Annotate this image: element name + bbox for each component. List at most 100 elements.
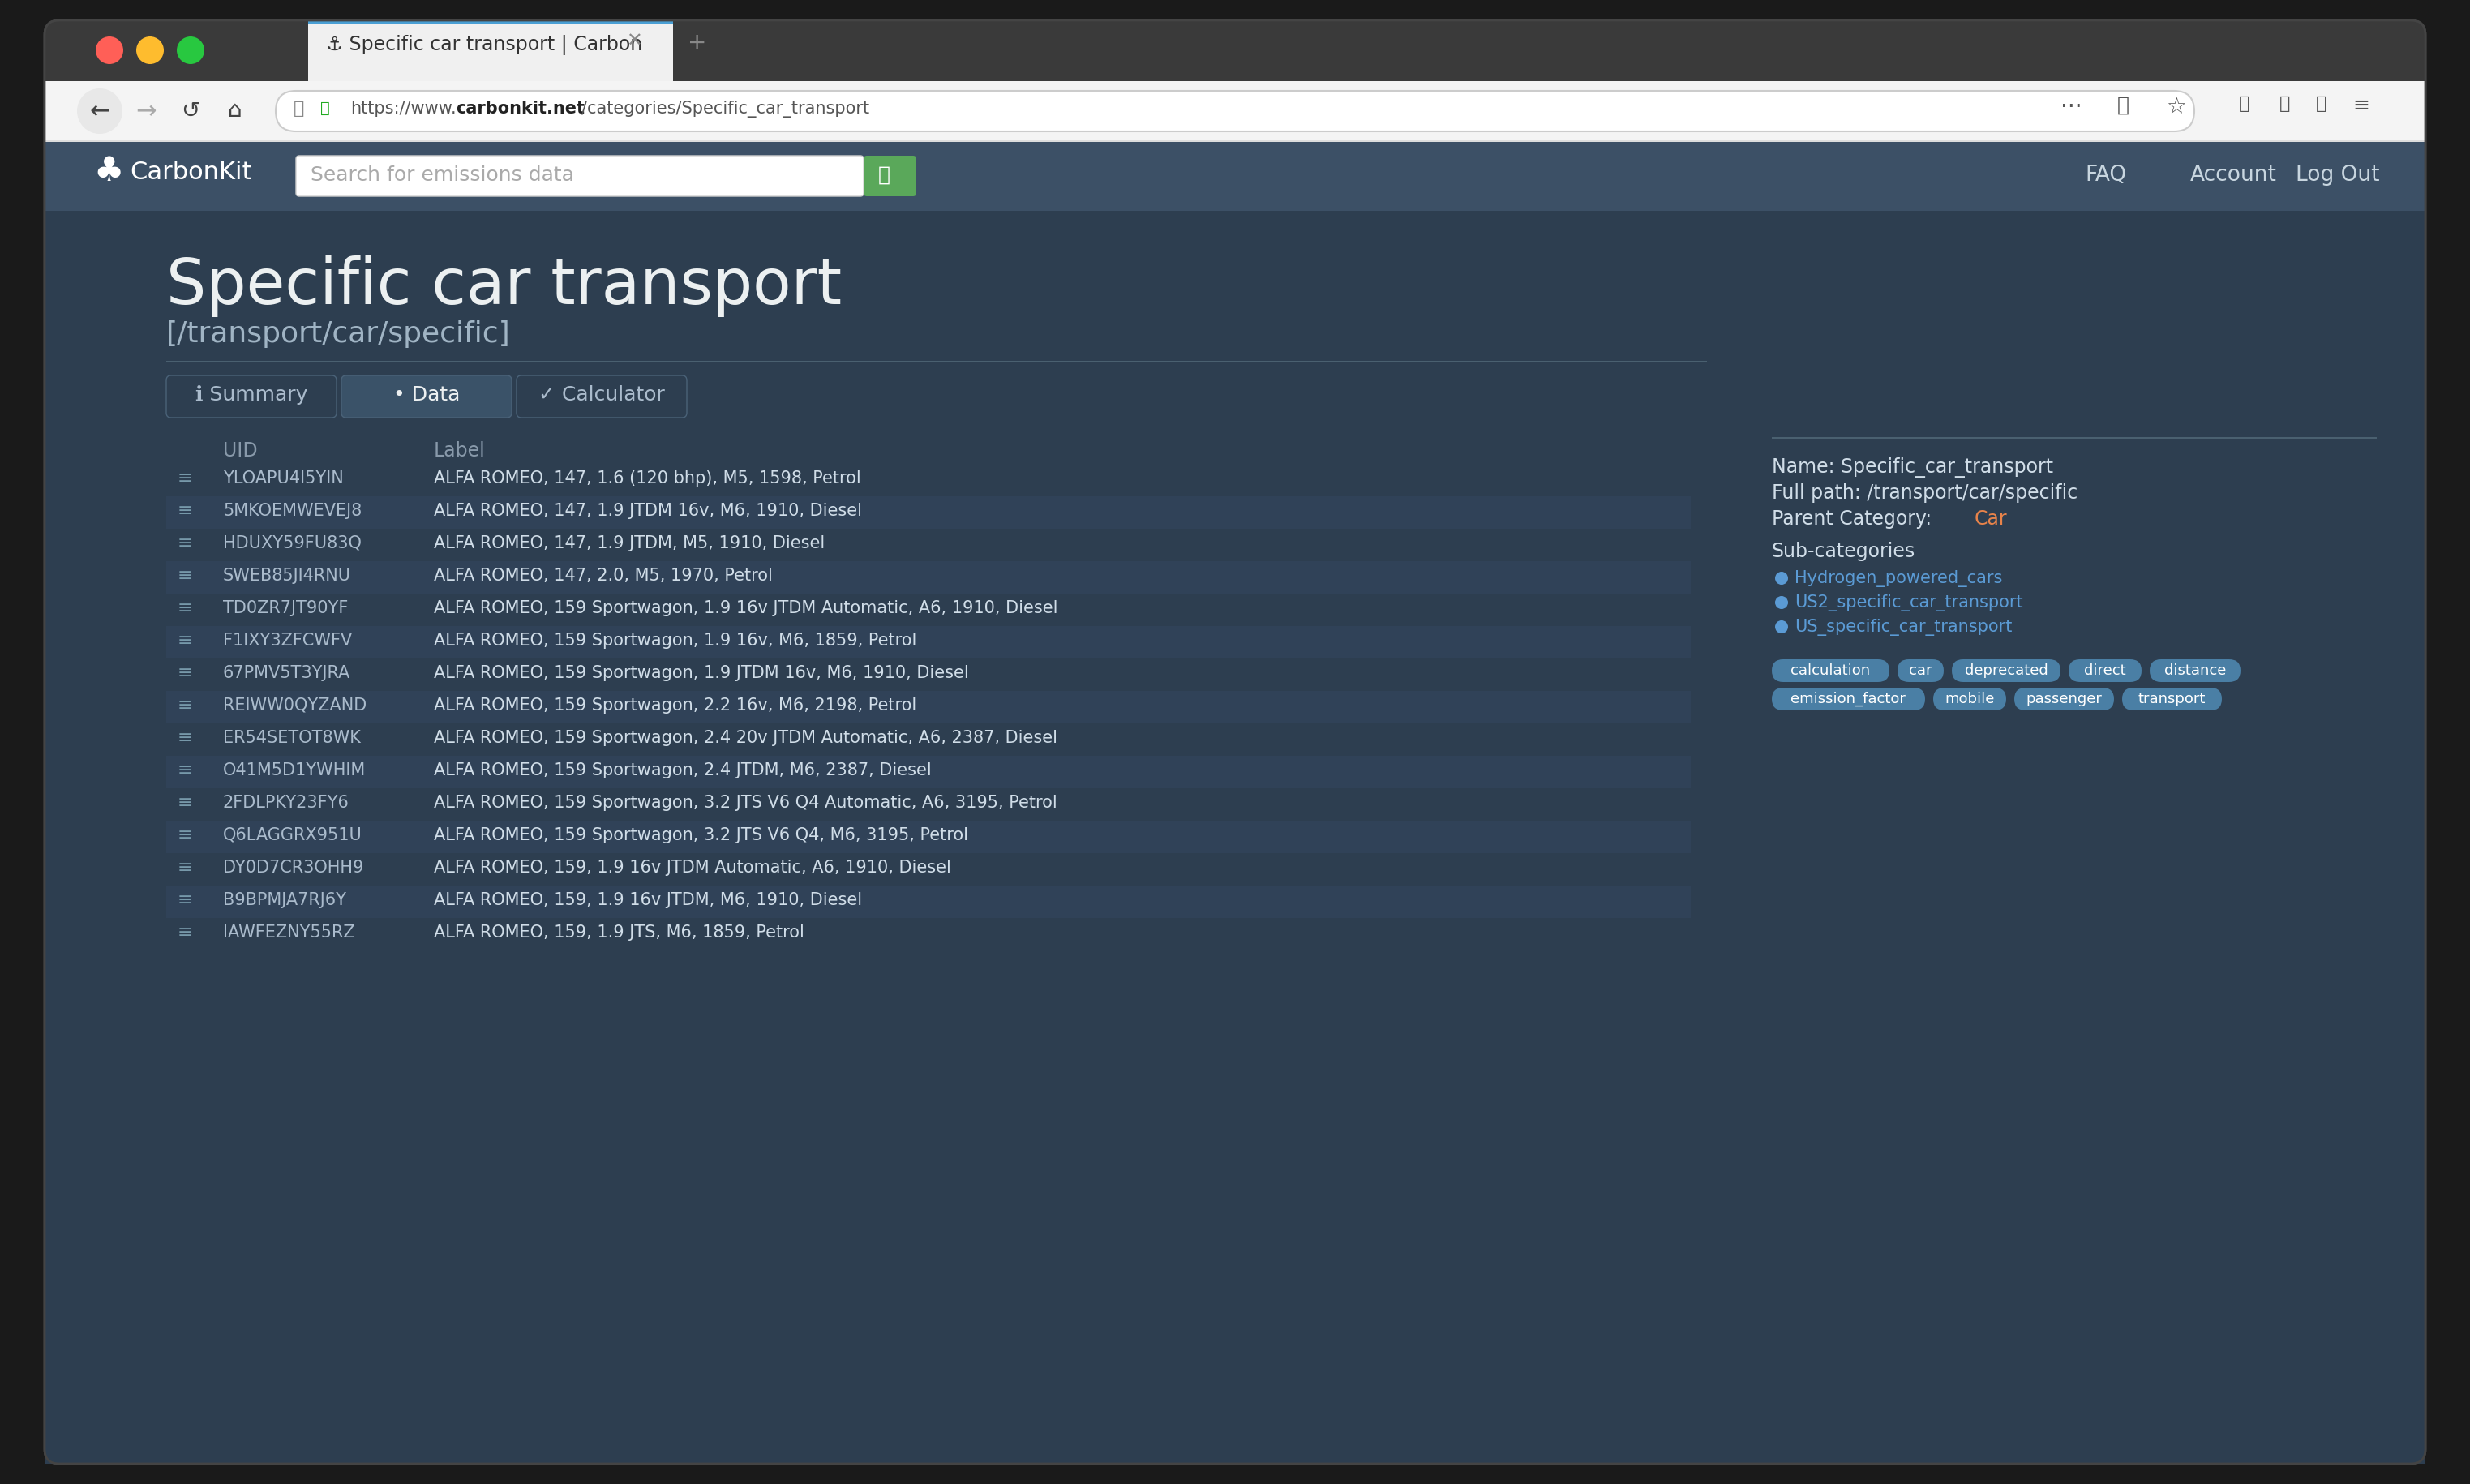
Text: ≡: ≡ [178, 665, 193, 681]
Text: ALFA ROMEO, 147, 1.9 JTDM 16v, M6, 1910, Diesel: ALFA ROMEO, 147, 1.9 JTDM 16v, M6, 1910,… [435, 503, 862, 519]
Text: ⓘ: ⓘ [2280, 95, 2290, 111]
Text: ALFA ROMEO, 159 Sportwagon, 2.4 JTDM, M6, 2387, Diesel: ALFA ROMEO, 159 Sportwagon, 2.4 JTDM, M6… [435, 763, 931, 779]
Text: US_specific_car_transport: US_specific_car_transport [1796, 619, 2013, 635]
FancyBboxPatch shape [2067, 659, 2141, 683]
Text: 🛡: 🛡 [2117, 95, 2129, 116]
FancyBboxPatch shape [1951, 659, 2060, 683]
Text: UID: UID [222, 441, 257, 460]
Text: ALFA ROMEO, 159 Sportwagon, 3.2 JTS V6 Q4 Automatic, A6, 3195, Petrol: ALFA ROMEO, 159 Sportwagon, 3.2 JTS V6 Q… [435, 795, 1057, 810]
FancyBboxPatch shape [1934, 687, 2006, 711]
Text: 2FDLPKY23FY6: 2FDLPKY23FY6 [222, 795, 348, 810]
Text: ALFA ROMEO, 159 Sportwagon, 2.4 20v JTDM Automatic, A6, 2387, Diesel: ALFA ROMEO, 159 Sportwagon, 2.4 20v JTDM… [435, 730, 1057, 746]
Bar [165, 723, 1692, 755]
Text: ER54SETOT8WK: ER54SETOT8WK [222, 730, 361, 746]
Text: ≡: ≡ [178, 795, 193, 810]
Text: ALFA ROMEO, 159, 1.9 16v JTDM, M6, 1910, Diesel: ALFA ROMEO, 159, 1.9 16v JTDM, M6, 1910,… [435, 892, 862, 908]
Circle shape [178, 37, 205, 64]
Text: /categories/Specific_car_transport: /categories/Specific_car_transport [580, 101, 869, 117]
Text: calculation: calculation [1791, 663, 1870, 678]
Text: ≡: ≡ [178, 632, 193, 649]
FancyBboxPatch shape [341, 375, 511, 417]
Bar [1771, 438, 2376, 439]
Bar [165, 361, 1707, 362]
Text: carbonkit.net: carbonkit.net [457, 101, 585, 117]
Text: ☆: ☆ [2166, 95, 2186, 119]
Text: +: + [689, 31, 706, 55]
Text: mobile: mobile [1944, 692, 1996, 706]
Text: Car: Car [1974, 509, 2008, 528]
Text: ≡: ≡ [178, 925, 193, 941]
Circle shape [1776, 571, 1788, 585]
Circle shape [1776, 597, 1788, 608]
Text: https://www.: https://www. [351, 101, 457, 117]
Text: DY0D7CR3OHH9: DY0D7CR3OHH9 [222, 859, 363, 876]
Text: US2_specific_car_transport: US2_specific_car_transport [1796, 595, 2023, 611]
Circle shape [1776, 620, 1788, 634]
Bar [165, 528, 1692, 561]
Text: ≡: ≡ [178, 600, 193, 616]
Text: deprecated: deprecated [1964, 663, 2048, 678]
Bar [165, 692, 1692, 723]
Text: distance: distance [2164, 663, 2225, 678]
Bar [44, 211, 2426, 1463]
Text: Hydrogen_powered_cars: Hydrogen_powered_cars [1796, 570, 2003, 588]
Text: ⚓ Specific car transport | Carbon: ⚓ Specific car transport | Carbon [326, 34, 642, 55]
Text: passenger: passenger [2025, 692, 2102, 706]
Bar [309, 21, 672, 24]
FancyBboxPatch shape [2122, 687, 2223, 711]
FancyBboxPatch shape [165, 375, 336, 417]
Circle shape [96, 37, 124, 64]
Text: 67PMV5T3YJRA: 67PMV5T3YJRA [222, 665, 351, 681]
Text: ALFA ROMEO, 159 Sportwagon, 1.9 16v, M6, 1859, Petrol: ALFA ROMEO, 159 Sportwagon, 1.9 16v, M6,… [435, 632, 916, 649]
Bar [165, 561, 1692, 594]
Text: ≡: ≡ [178, 697, 193, 714]
Text: • Data: • Data [393, 386, 459, 405]
Text: ALFA ROMEO, 147, 1.6 (120 bhp), M5, 1598, Petrol: ALFA ROMEO, 147, 1.6 (120 bhp), M5, 1598… [435, 470, 862, 487]
Text: REIWW0QYZAND: REIWW0QYZAND [222, 697, 366, 714]
Text: ←: ← [89, 99, 111, 123]
Text: ALFA ROMEO, 159 Sportwagon, 1.9 JTDM 16v, M6, 1910, Diesel: ALFA ROMEO, 159 Sportwagon, 1.9 JTDM 16v… [435, 665, 968, 681]
Text: Account: Account [2191, 165, 2277, 186]
Bar [44, 141, 2426, 142]
Text: F1IXY3ZFCWFV: F1IXY3ZFCWFV [222, 632, 353, 649]
Bar [165, 496, 1692, 528]
FancyBboxPatch shape [44, 21, 2426, 1463]
Text: O41M5D1YWHIM: O41M5D1YWHIM [222, 763, 366, 779]
Text: Q6LAGGRX951U: Q6LAGGRX951U [222, 827, 363, 843]
Bar [165, 464, 1692, 496]
Text: ≡: ≡ [178, 827, 193, 843]
Text: direct: direct [2085, 663, 2127, 678]
Circle shape [136, 37, 163, 64]
Text: ✓ Calculator: ✓ Calculator [538, 386, 664, 405]
Text: ℹ Summary: ℹ Summary [195, 386, 306, 405]
FancyBboxPatch shape [864, 156, 916, 196]
Text: ALFA ROMEO, 159 Sportwagon, 3.2 JTS V6 Q4, M6, 3195, Petrol: ALFA ROMEO, 159 Sportwagon, 3.2 JTS V6 Q… [435, 827, 968, 843]
Bar [165, 626, 1692, 659]
Text: ≡: ≡ [178, 730, 193, 746]
Text: ⤓: ⤓ [2317, 95, 2327, 111]
FancyBboxPatch shape [1897, 659, 1944, 683]
Text: CarbonKit: CarbonKit [131, 160, 252, 184]
FancyBboxPatch shape [516, 375, 687, 417]
Text: YLOAPU4I5YIN: YLOAPU4I5YIN [222, 470, 343, 487]
Bar [165, 594, 1692, 626]
FancyBboxPatch shape [2149, 659, 2240, 683]
Text: B9BPMJA7RJ6Y: B9BPMJA7RJ6Y [222, 892, 346, 908]
FancyBboxPatch shape [1771, 659, 1890, 683]
Text: ALFA ROMEO, 159 Sportwagon, 1.9 16v JTDM Automatic, A6, 1910, Diesel: ALFA ROMEO, 159 Sportwagon, 1.9 16v JTDM… [435, 600, 1057, 616]
FancyBboxPatch shape [296, 156, 864, 196]
Text: 5MKOEMWEVEJ8: 5MKOEMWEVEJ8 [222, 503, 363, 519]
Text: ↺: ↺ [180, 99, 200, 123]
Text: [/transport/car/specific]: [/transport/car/specific] [165, 321, 511, 347]
Text: Name: Specific_car_transport: Name: Specific_car_transport [1771, 457, 2053, 478]
Text: ≡: ≡ [178, 503, 193, 519]
Text: ≡: ≡ [178, 892, 193, 908]
Bar [165, 755, 1692, 788]
Bar [44, 142, 2426, 211]
Text: ALFA ROMEO, 159 Sportwagon, 2.2 16v, M6, 2198, Petrol: ALFA ROMEO, 159 Sportwagon, 2.2 16v, M6,… [435, 697, 916, 714]
Text: ALFA ROMEO, 147, 2.0, M5, 1970, Petrol: ALFA ROMEO, 147, 2.0, M5, 1970, Petrol [435, 568, 773, 583]
Text: ≡: ≡ [178, 536, 193, 552]
Text: ♣: ♣ [94, 154, 124, 188]
Text: 🔍: 🔍 [879, 165, 889, 186]
FancyBboxPatch shape [309, 21, 672, 82]
